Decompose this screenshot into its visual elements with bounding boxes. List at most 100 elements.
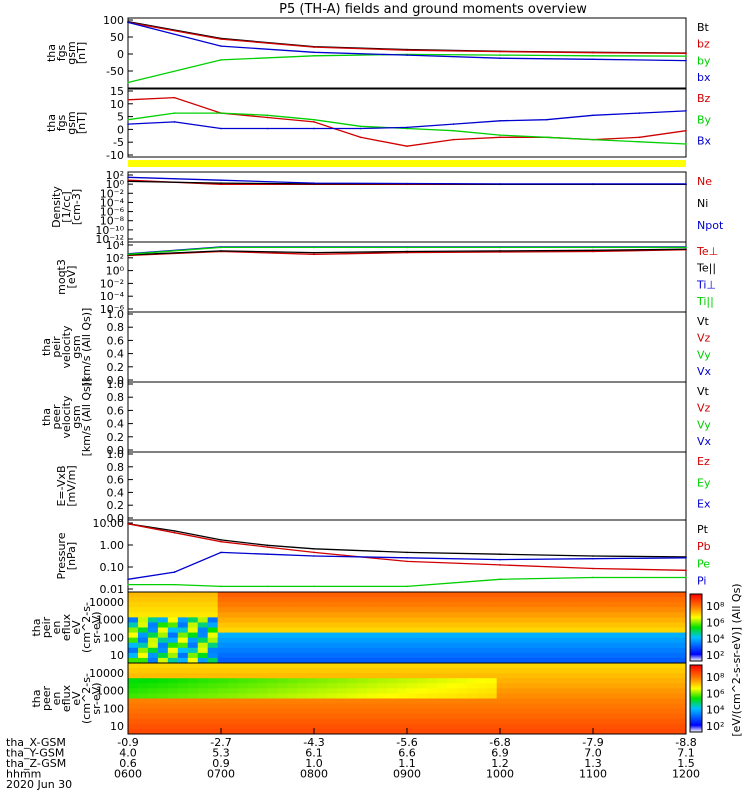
y-tick-label: 50 <box>110 31 124 44</box>
heatmap-cell <box>416 688 428 694</box>
heatmap-cell <box>656 647 667 654</box>
y-tick-label: 1.0 <box>107 448 125 461</box>
heatmap-cell <box>556 723 567 730</box>
data-point <box>173 121 176 123</box>
heatmap-cell <box>357 607 368 613</box>
heatmap-cell <box>546 597 557 603</box>
heatmap-cell <box>157 678 169 684</box>
heatmap-cell <box>407 612 418 618</box>
heatmap-cell <box>287 718 298 725</box>
data-point <box>127 99 129 101</box>
heatmap-cell <box>496 642 508 649</box>
heatmap-cell <box>187 637 199 644</box>
heatmap-cell <box>287 708 298 715</box>
heatmap-cell <box>327 612 338 618</box>
heatmap-cell <box>416 673 428 679</box>
data-point <box>127 118 129 121</box>
data-point <box>406 556 408 559</box>
heatmap-cell <box>606 723 617 730</box>
heatmap-cell <box>466 718 478 725</box>
heatmap-cell <box>277 718 288 725</box>
heatmap-cell <box>267 612 278 618</box>
heatmap-cell <box>307 693 318 699</box>
data-point <box>173 531 176 534</box>
heatmap-cell <box>456 592 468 598</box>
heatmap-cell <box>476 723 488 730</box>
heatmap-cell <box>466 683 478 689</box>
heatmap-cell <box>536 678 547 684</box>
heatmap-cell <box>397 693 408 699</box>
data-point <box>592 138 594 141</box>
heatmap-cell <box>227 698 239 705</box>
heatmap-cell <box>416 678 428 684</box>
legend-entry: Te|| <box>696 262 716 275</box>
heatmap-cell <box>676 637 687 644</box>
heatmap-cell <box>566 693 577 699</box>
heatmap-cell <box>347 678 358 684</box>
heatmap-cell <box>377 642 388 649</box>
x-tick-label: 0800 <box>300 768 328 781</box>
heatmap-cell <box>157 657 169 664</box>
x-axis-row-label: tha_X-GSM <box>6 736 66 749</box>
heatmap-cell <box>546 688 557 694</box>
heatmap-cell <box>626 607 637 613</box>
legend-entry: Ti⊥ <box>696 278 716 291</box>
heatmap-cell <box>137 668 149 674</box>
heatmap-cell <box>267 668 278 674</box>
heatmap-cell <box>486 632 498 639</box>
heatmap-cell <box>676 698 687 705</box>
heatmap-cell <box>666 673 677 679</box>
y-axis-label: velocity <box>60 395 73 438</box>
heatmap-cell <box>257 627 268 634</box>
heatmap-cell <box>466 632 478 639</box>
heatmap-cell <box>128 637 139 644</box>
heatmap-cell <box>596 612 607 618</box>
heatmap-cell <box>576 718 587 725</box>
y-tick-label: 0.10 <box>100 561 125 574</box>
heatmap-cell <box>207 683 219 689</box>
heatmap-cell <box>167 642 179 649</box>
heatmap-cell <box>187 592 199 598</box>
heatmap-cell <box>606 688 617 694</box>
heatmap-cell <box>576 622 587 628</box>
heatmap-cell <box>207 728 219 735</box>
heatmap-cell <box>297 622 308 628</box>
heatmap-cell <box>187 703 199 710</box>
heatmap-cell <box>377 647 388 654</box>
heatmap-cell <box>506 647 518 654</box>
heatmap-cell <box>516 657 528 664</box>
heatmap-cell <box>367 607 378 613</box>
heatmap-cell <box>147 663 159 669</box>
heatmap-cell <box>656 637 667 644</box>
heatmap-cell <box>307 632 318 639</box>
heatmap-cell <box>626 728 637 735</box>
heatmap-cell <box>367 708 378 715</box>
heatmap-cell <box>337 703 348 710</box>
heatmap-cell <box>407 728 418 735</box>
data-point <box>313 246 315 249</box>
heatmap-cell <box>187 602 199 608</box>
heatmap-cell <box>237 663 249 669</box>
heatmap-cell <box>407 718 418 725</box>
heatmap-cell <box>217 678 229 684</box>
data-point <box>499 183 501 185</box>
heatmap-cell <box>137 612 149 618</box>
heatmap-cell <box>656 728 667 735</box>
heatmap-cell <box>147 652 159 659</box>
colorbar-tick-label: 10⁶ <box>706 616 725 629</box>
y-tick-label: 10000 <box>89 667 124 680</box>
heatmap-cell <box>526 663 538 669</box>
heatmap-cell <box>616 657 627 664</box>
heatmap-cell <box>387 602 398 608</box>
heatmap-cell <box>337 642 348 649</box>
heatmap-cell <box>596 723 607 730</box>
heatmap-cell <box>267 678 278 684</box>
data-point <box>452 123 455 125</box>
heatmap-cell <box>466 602 478 608</box>
heatmap-cell <box>656 642 667 649</box>
heatmap-cell <box>666 683 677 689</box>
heatmap-cell <box>307 617 318 623</box>
heatmap-cell <box>586 673 597 679</box>
heatmap-cell <box>656 612 667 618</box>
heatmap-cell <box>257 652 268 659</box>
